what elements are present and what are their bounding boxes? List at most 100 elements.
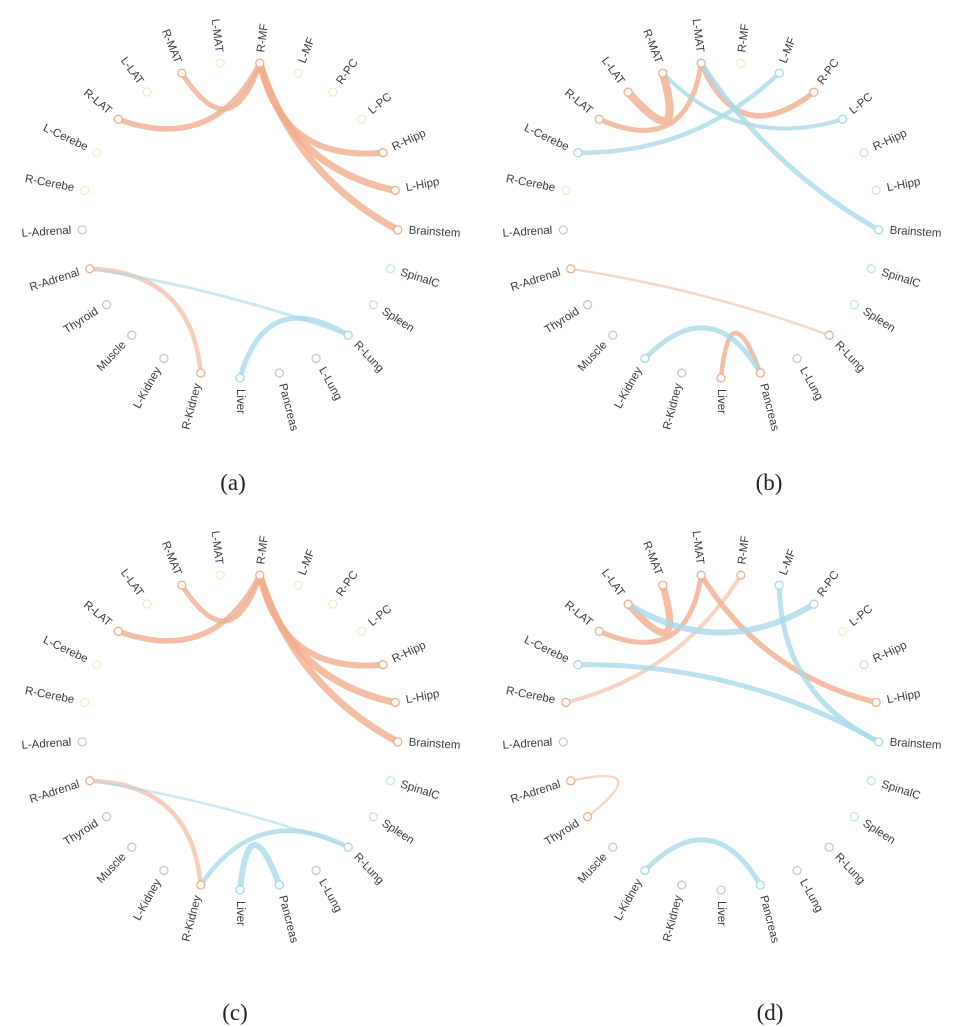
- node-label-Liver: Liver: [715, 389, 727, 414]
- node-label-R-PC: R-PC: [815, 569, 841, 599]
- node-label-SpinalC: SpinalC: [399, 779, 441, 803]
- node-label-R-MF: R-MF: [736, 535, 752, 565]
- node-R-Hipp: [378, 660, 388, 670]
- node-R-Adrenal: [566, 264, 576, 274]
- node-Liver: [716, 885, 726, 895]
- node-L-Adrenal: [558, 737, 568, 747]
- node-label-L-MAT: L-MAT: [690, 530, 706, 565]
- node-label-Thyroid: Thyroid: [543, 306, 582, 337]
- node-R-Kidney: [196, 368, 206, 378]
- node-L-Lung: [311, 865, 321, 876]
- panel-a: L-MAT R-MF L-MF R-PCL-PC R-Hipp L-Hipp Brainst…: [21, 18, 461, 432]
- node-R-LAT: [594, 114, 604, 124]
- node-L-Hipp: [390, 185, 400, 196]
- node-L-Kidney: [640, 865, 650, 876]
- node-L-Hipp: [871, 185, 881, 196]
- node-R-MF: [736, 58, 746, 68]
- node-Spleen: [849, 300, 860, 310]
- node-L-LAT: [623, 599, 633, 609]
- node-label-L-Cerebe: L-Cerebe: [522, 634, 570, 665]
- node-label-R-PC: R-PC: [334, 57, 360, 87]
- node-label-Pancreas: Pancreas: [757, 382, 781, 432]
- node-label-R-Adrenal: R-Adrenal: [28, 267, 81, 294]
- node-Muscle: [608, 330, 618, 340]
- node-label-L-PC: L-PC: [847, 91, 875, 117]
- edge-R-Adrenal-R-Kidney: [87, 778, 203, 888]
- node-Muscle: [127, 330, 137, 340]
- node-Pancreas: [274, 368, 284, 378]
- panel-d: L-MAT R-MF L-MF R-PCL-PC R-Hipp L-Hipp Brainst…: [502, 530, 942, 944]
- node-L-LAT: [142, 599, 152, 609]
- node-L-Lung: [792, 353, 802, 364]
- node-R-Adrenal: [85, 776, 95, 786]
- node-L-Hipp: [390, 697, 400, 708]
- node-Liver: [716, 373, 726, 383]
- node-R-Hipp: [859, 148, 869, 158]
- node-Spleen: [849, 812, 860, 822]
- node-label-Brainstem: Brainstem: [889, 225, 941, 240]
- node-label-R-Kidney: R-Kidney: [180, 382, 203, 431]
- node-label-R-Hipp: R-Hipp: [390, 127, 427, 153]
- node-label-L-Adrenal: L-Adrenal: [21, 737, 72, 752]
- node-R-Adrenal: [566, 776, 576, 786]
- edge-R-Adrenal-Thyroid: [569, 774, 620, 818]
- node-Brainstem: [393, 225, 403, 235]
- node-label-Muscle: Muscle: [95, 339, 129, 374]
- node-R-LAT: [113, 626, 123, 636]
- node-L-MF: [293, 580, 303, 590]
- panel-c: L-MAT R-MF L-MF R-PCL-PC R-Hipp L-Hipp Brainst…: [21, 530, 461, 944]
- node-Brainstem: [874, 737, 884, 747]
- node-label-L-PC: L-PC: [366, 91, 394, 117]
- node-label-L-Kidney: L-Kidney: [132, 877, 165, 923]
- node-L-Cerebe: [573, 148, 583, 158]
- node-label-L-MF: L-MF: [778, 548, 799, 577]
- node-Pancreas: [755, 368, 765, 378]
- panel-caption-a: (a): [220, 470, 246, 495]
- edge-Liver-R-Lung: [237, 315, 351, 381]
- edge-R-MF-R-LAT: [115, 60, 263, 132]
- node-label-L-MAT: L-MAT: [209, 530, 225, 565]
- node-R-LAT: [594, 626, 604, 636]
- node-label-R-Hipp: R-Hipp: [390, 639, 427, 665]
- node-label-L-LAT: L-LAT: [118, 55, 146, 87]
- node-L-MF: [293, 68, 303, 78]
- node-label-R-Cerebe: R-Cerebe: [24, 173, 75, 194]
- node-label-R-Kidney: R-Kidney: [661, 894, 684, 943]
- node-label-Spleen: Spleen: [379, 818, 416, 847]
- node-R-Lung: [824, 842, 834, 852]
- node-label-R-Hipp: R-Hipp: [871, 639, 908, 665]
- node-Spleen: [368, 812, 379, 822]
- node-label-R-MAT: R-MAT: [640, 28, 664, 65]
- node-L-MAT: [215, 58, 225, 68]
- node-label-Brainstem: Brainstem: [408, 737, 460, 752]
- node-L-MF: [774, 580, 784, 590]
- node-label-L-Lung: L-Lung: [316, 365, 344, 402]
- node-label-Liver: Liver: [715, 901, 727, 926]
- node-label-Pancreas: Pancreas: [757, 894, 781, 944]
- node-label-Brainstem: Brainstem: [408, 225, 460, 240]
- node-L-Cerebe: [92, 660, 102, 670]
- node-R-Lung: [343, 330, 353, 340]
- node-label-R-Kidney: R-Kidney: [180, 894, 203, 943]
- node-L-Hipp: [871, 697, 881, 708]
- node-L-Lung: [311, 353, 321, 364]
- node-label-L-MF: L-MF: [778, 36, 799, 65]
- node-label-R-MAT: R-MAT: [159, 540, 183, 577]
- node-R-Hipp: [378, 148, 388, 158]
- node-label-R-Lung: R-Lung: [351, 851, 386, 887]
- node-label-Spleen: Spleen: [860, 306, 897, 335]
- node-R-Adrenal: [85, 264, 95, 274]
- node-R-Hipp: [859, 660, 869, 670]
- node-label-R-MAT: R-MAT: [159, 28, 183, 65]
- node-R-MF: [736, 570, 746, 580]
- node-label-Brainstem: Brainstem: [889, 737, 941, 752]
- node-R-MAT: [177, 580, 187, 590]
- node-label-SpinalC: SpinalC: [880, 779, 922, 803]
- panel-caption-c: (c): [222, 1000, 248, 1025]
- node-label-R-Lung: R-Lung: [832, 851, 867, 887]
- node-SpinalC: [385, 776, 395, 786]
- node-SpinalC: [866, 264, 876, 274]
- node-label-SpinalC: SpinalC: [880, 267, 922, 291]
- node-label-L-LAT: L-LAT: [118, 567, 146, 599]
- node-L-Kidney: [159, 353, 169, 364]
